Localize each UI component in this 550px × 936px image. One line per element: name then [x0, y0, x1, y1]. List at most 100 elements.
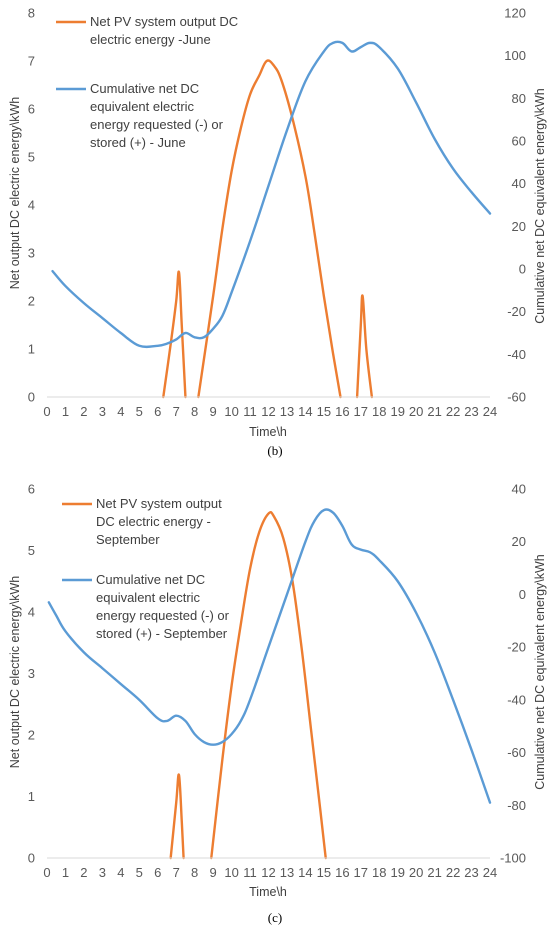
chart-b-plot-layer [51, 40, 492, 399]
chart-c-legend-label-pv: Net PV system output DC electric energy … [96, 496, 225, 547]
chart-b-x-tick-label: 2 [80, 404, 87, 419]
chart-c-ticks-layer: 0 1 2 3 4 5 6 7 8 9 10 11 12 13 14 15 16 17 18 19 20 21 22 23 24… [28, 482, 526, 881]
chart-b-caption: (b) [267, 443, 282, 458]
chart-b-legend-cum-line-3: energy requested (-) or [90, 117, 224, 132]
chart-c-legend-label-cumulative: Cumulative net DC equivalent electric en… [96, 572, 233, 641]
chart-b-y2-tick-label: 20 [512, 219, 526, 234]
chart-b-x-tick-label: 9 [210, 404, 217, 419]
chart-c-x-tick-label: 18 [372, 865, 386, 880]
chart-b-legend-pv-line-1: Net PV system output DC [90, 14, 238, 29]
chart-b-x-axis-title: Time\h [249, 425, 287, 439]
chart-c-y2-tick-label: -40 [507, 692, 526, 707]
chart-b-legend-pv-line-2: electric energy -June [90, 32, 211, 47]
chart-b-x-tick-label: 10 [224, 404, 238, 419]
chart-b-y-tick-label: 3 [28, 246, 35, 261]
chart-b-legend-label-cumulative: Cumulative net DC equivalent electric en… [90, 81, 227, 150]
chart-b-x-tick-label: 1 [62, 404, 69, 419]
chart-c-x-tick-label: 11 [243, 865, 257, 880]
chart-c-x-tick-label: 4 [117, 865, 124, 880]
chart-b-series-pv-line-segment-3 [355, 294, 374, 399]
chart-b-x-tick-label: 21 [427, 404, 441, 419]
chart-c-y-tick-label: 3 [28, 666, 35, 681]
chart-c-y-axis-title: Net output DC electric energy\kWh [8, 576, 22, 768]
chart-c-legend-pv-line-2: DC electric energy - [96, 514, 211, 529]
chart-b-series-pv-line-segment-1 [162, 270, 187, 399]
chart-c-x-tick-label: 16 [335, 865, 349, 880]
chart-b-x-tick-label: 16 [335, 404, 349, 419]
chart-c-y2-tick-label: -60 [507, 745, 526, 760]
chart-c-x-tick-label: 15 [317, 865, 331, 880]
chart-c-y-tick-label: 5 [28, 543, 35, 558]
chart-c-legend-cum-line-1: Cumulative net DC [96, 572, 205, 587]
chart-c-y2-tick-label: -20 [507, 640, 526, 655]
chart-b-x-tick-label: 3 [99, 404, 106, 419]
chart-c-x-axis-title: Time\h [249, 885, 287, 899]
chart-c-x-tick-label: 23 [464, 865, 478, 880]
chart-b-x-tick-label: 18 [372, 404, 386, 419]
chart-c-series-pv-line-segment-1 [169, 773, 185, 860]
chart-c: 0 1 2 3 4 5 6 7 8 9 10 11 12 13 14 15 16 17 18 19 20 21 22 23 24… [8, 482, 547, 926]
chart-b-x-tick-label: 17 [354, 404, 368, 419]
chart-c-x-tick-label: 2 [80, 865, 87, 880]
chart-c-y-tick-label: 1 [28, 789, 35, 804]
chart-c-x-tick-label: 22 [446, 865, 460, 880]
chart-b-x-tick-label: 13 [280, 404, 294, 419]
chart-b-ticks-layer: 0 1 2 3 4 5 6 7 8 9 10 11 12 13 14 15 16 17 18 19 20 21 22 23 24… [28, 6, 526, 420]
chart-b-y2-tick-label: -20 [507, 304, 526, 319]
chart-c-y-tick-label: 6 [28, 482, 35, 497]
chart-b-x-tick-label: 6 [154, 404, 161, 419]
chart-c-x-tick-label: 8 [191, 865, 198, 880]
chart-c-x-tick-label: 10 [224, 865, 238, 880]
chart-b-y-tick-label: 5 [28, 150, 35, 165]
chart-c-y2-axis-title: Cumulative net DC equivalent energy\kWh [533, 554, 547, 790]
chart-b-y2-tick-label: 0 [519, 262, 526, 277]
chart-b-x-tick-label: 15 [317, 404, 331, 419]
chart-b-y2-axis-title: Cumulative net DC equivalent energy\kWh [533, 88, 547, 324]
chart-b-y2-tick-label: 120 [504, 6, 526, 21]
chart-b-legend-label-pv: Net PV system output DC electric energy … [90, 14, 242, 47]
chart-b-y-tick-label: 2 [28, 294, 35, 309]
chart-b-y2-tick-label: 80 [512, 91, 526, 106]
chart-b-x-tick-label: 4 [117, 404, 124, 419]
chart-c-y-tick-label: 4 [28, 605, 35, 620]
chart-c-legend-pv-line-3: September [96, 532, 160, 547]
chart-c-x-tick-label: 3 [99, 865, 106, 880]
chart-b: 0 1 2 3 4 5 6 7 8 9 10 11 12 13 14 15 16 17 18 19 20 21 22 23 24… [8, 6, 547, 459]
chart-c-y2-tick-label: -80 [507, 798, 526, 813]
chart-b-x-tick-label: 8 [191, 404, 198, 419]
chart-b-y-tick-label: 7 [28, 54, 35, 69]
chart-b-legend-cum-line-2: equivalent electric [90, 99, 195, 114]
chart-c-legend-pv-line-1: Net PV system output [96, 496, 222, 511]
chart-b-x-tick-label: 19 [390, 404, 404, 419]
chart-c-y-tick-label: 2 [28, 728, 35, 743]
chart-c-y2-tick-label: -100 [500, 851, 526, 866]
chart-c-y2-tick-label: 0 [519, 587, 526, 602]
chart-b-x-tick-label: 24 [483, 404, 497, 419]
chart-b-x-tick-label: 12 [261, 404, 275, 419]
chart-c-x-tick-label: 13 [280, 865, 294, 880]
chart-b-y-axis-title: Net output DC electric energy\kWh [8, 97, 22, 289]
chart-b-x-tick-label: 20 [409, 404, 423, 419]
chart-c-x-tick-label: 6 [154, 865, 161, 880]
chart-b-y2-tick-label: 60 [512, 134, 526, 149]
chart-c-x-tick-label: 5 [136, 865, 143, 880]
chart-c-x-tick-label: 0 [43, 865, 50, 880]
chart-b-x-tick-label: 5 [136, 404, 143, 419]
chart-c-y2-tick-label: 20 [512, 534, 526, 549]
chart-b-x-tick-label: 7 [173, 404, 180, 419]
chart-b-x-tick-label: 23 [464, 404, 478, 419]
chart-c-x-tick-label: 21 [427, 865, 441, 880]
chart-b-x-tick-label: 14 [298, 404, 312, 419]
chart-c-x-tick-label: 1 [62, 865, 69, 880]
chart-b-y2-tick-label: 100 [504, 48, 526, 63]
chart-c-x-tick-label: 14 [298, 865, 312, 880]
chart-c-caption: (c) [268, 910, 282, 925]
chart-b-x-tick-label: 22 [446, 404, 460, 419]
chart-c-y2-tick-label: 40 [512, 482, 526, 497]
chart-c-x-tick-label: 19 [390, 865, 404, 880]
chart-c-x-tick-label: 24 [483, 865, 497, 880]
chart-b-y-tick-label: 4 [28, 198, 35, 213]
chart-b-y2-tick-label: -40 [507, 347, 526, 362]
chart-c-x-tick-label: 20 [409, 865, 423, 880]
